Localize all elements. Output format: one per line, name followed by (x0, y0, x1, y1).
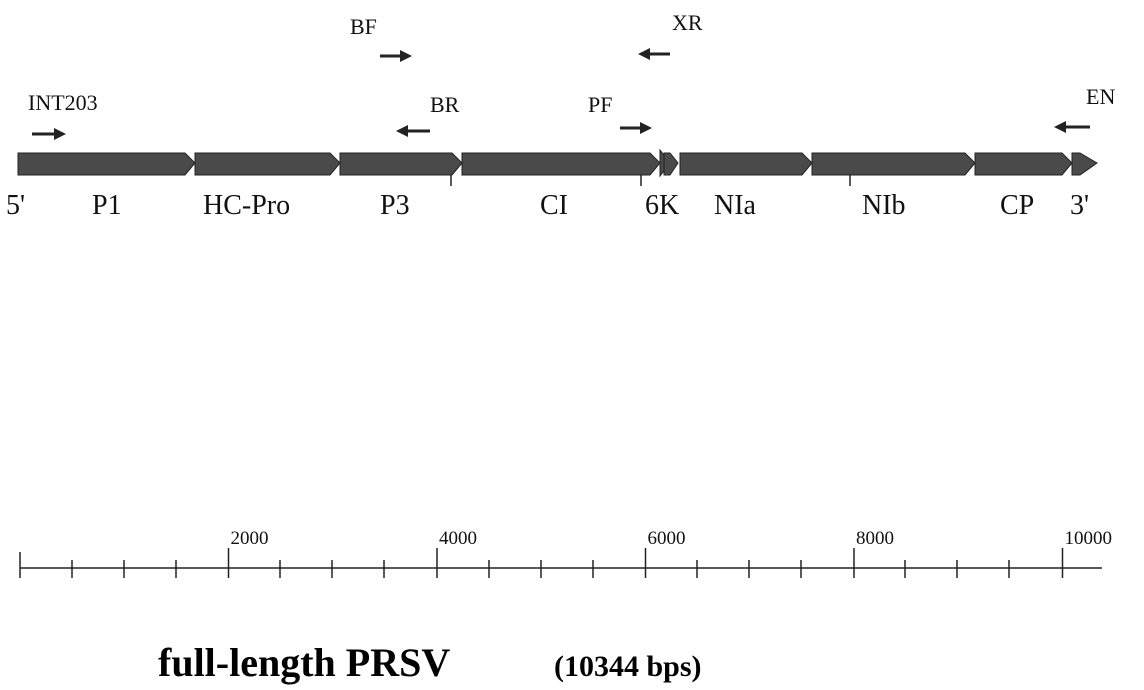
primer-label: EN (1086, 84, 1115, 109)
primer-label: BR (430, 92, 460, 117)
primer-label: XR (672, 10, 703, 35)
gene-label: HC-Pro (203, 190, 290, 221)
gene-segment (680, 153, 812, 175)
gene-label: P1 (92, 190, 122, 221)
gene-label: 6K (645, 190, 679, 221)
ruler-label: 6000 (648, 528, 686, 549)
gene-segment (975, 153, 1072, 175)
arrowhead (640, 122, 652, 134)
primer-label: INT203 (28, 90, 98, 115)
genome-bar (18, 150, 1097, 186)
gene-label: CP (1000, 190, 1034, 221)
gene-label: P3 (380, 190, 410, 221)
title: full-length PRSV (158, 640, 450, 685)
primer-label: BF (350, 14, 377, 39)
end-label: 5' (6, 190, 25, 221)
gene-label: NIb (862, 190, 906, 221)
arrowhead (1054, 121, 1066, 133)
gene-segment (462, 153, 660, 175)
arrowhead (54, 128, 66, 140)
arrowhead (396, 125, 408, 137)
genome-map: 5' P1 HC-Pro P3 CI 6K NIa NIb CP 3' INT2… (0, 0, 1144, 690)
gene-segment (1072, 153, 1097, 175)
gene-segment (340, 153, 462, 175)
length-label: (10344 bps) (554, 650, 702, 683)
gene-segment (664, 153, 678, 175)
gene-segment (18, 153, 195, 175)
arrowhead (400, 50, 412, 62)
gene-segment (195, 153, 340, 175)
end-label: 3' (1070, 190, 1089, 221)
ruler-label: 4000 (439, 528, 477, 549)
ruler-label: 2000 (231, 528, 269, 549)
gene-segment (812, 153, 975, 175)
gene-label: CI (540, 190, 568, 221)
ruler-label: 8000 (856, 528, 894, 549)
gene-label: NIa (714, 190, 757, 221)
scale-ruler: 2000 4000 6000 8000 10000 (20, 528, 1112, 578)
arrowhead (638, 48, 650, 60)
primer-label: PF (588, 92, 612, 117)
ruler-label: 10000 (1065, 528, 1113, 549)
